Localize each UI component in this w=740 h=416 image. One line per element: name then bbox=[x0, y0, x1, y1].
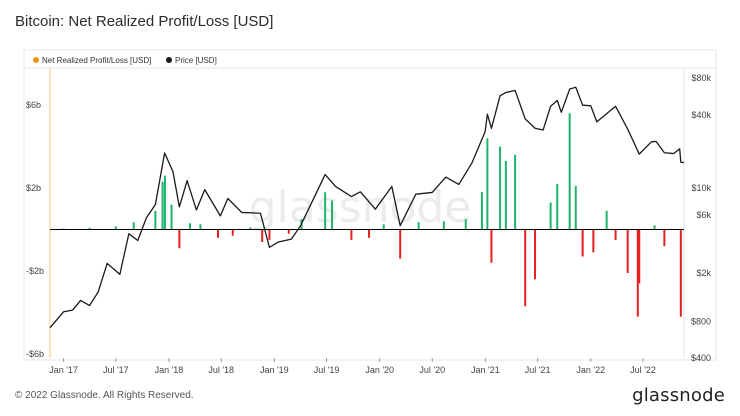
footer-copyright: © 2022 Glassnode. All Rights Reserved. bbox=[15, 390, 194, 401]
profit-bar bbox=[331, 200, 334, 230]
chart-title: Bitcoin: Net Realized Profit/Loss [USD] bbox=[15, 13, 274, 30]
loss-bar bbox=[399, 229, 402, 259]
loss-bar bbox=[614, 229, 617, 240]
x-tick-label: Jul '17 bbox=[103, 365, 129, 375]
loss-bar bbox=[679, 229, 682, 317]
plot-border bbox=[23, 49, 717, 361]
loss-bar bbox=[626, 229, 629, 274]
loss-bar bbox=[638, 229, 641, 284]
y-right-tick-label: $80k bbox=[691, 73, 711, 83]
profit-bar bbox=[62, 228, 65, 230]
x-tick-label: Jan '22 bbox=[576, 365, 605, 375]
profit-bar bbox=[514, 154, 517, 230]
profit-bar bbox=[161, 181, 164, 230]
profit-bar bbox=[486, 138, 489, 230]
profit-bar bbox=[199, 224, 202, 230]
x-axis: Jan '17 Jul '17 Jan '18 Jul '18 Jan '19 Jul '… bbox=[49, 358, 656, 375]
y-left-tick-label: -$2b bbox=[26, 266, 44, 276]
loss-bar bbox=[636, 229, 639, 317]
legend-marker-net-realized bbox=[33, 57, 39, 63]
loss-bar bbox=[287, 229, 290, 234]
y-left-axis: $6b $2b -$2b -$6b bbox=[26, 100, 44, 359]
profit-bar bbox=[163, 175, 166, 230]
profit-bar bbox=[605, 210, 608, 230]
profit-bar bbox=[499, 146, 502, 230]
x-tick-label: Jul '18 bbox=[208, 365, 234, 375]
loss-bar bbox=[231, 229, 234, 236]
profit-bar bbox=[132, 222, 135, 230]
profit-bar bbox=[88, 227, 91, 230]
legend-label-net-realized: Net Realized Profit/Loss [USD] bbox=[42, 56, 151, 65]
profit-bar bbox=[504, 161, 507, 230]
profit-bar bbox=[568, 113, 571, 230]
loss-bar bbox=[592, 229, 595, 253]
y-left-tick-label: $2b bbox=[26, 183, 41, 193]
loss-bar bbox=[490, 229, 493, 263]
x-tick-label: Jan '19 bbox=[260, 365, 289, 375]
x-tick-label: Jan '20 bbox=[365, 365, 394, 375]
profit-bar bbox=[170, 204, 173, 230]
profit-bar bbox=[189, 223, 192, 230]
profit-bar bbox=[417, 222, 420, 230]
y-right-tick-label: $40k bbox=[691, 110, 711, 120]
profit-bar bbox=[442, 221, 445, 230]
price-line bbox=[49, 86, 685, 329]
y-left-tick-label: -$6b bbox=[26, 349, 44, 359]
profit-bar bbox=[324, 192, 327, 230]
x-tick-label: Jul '20 bbox=[419, 365, 445, 375]
profit-bar bbox=[154, 210, 157, 230]
loss-bar bbox=[534, 229, 537, 280]
y-right-axis: $400 $800 $2k $6k $10k $40k $80k bbox=[691, 73, 712, 363]
profit-bar bbox=[549, 202, 552, 230]
loss-bar bbox=[261, 229, 264, 242]
watermark: glassnode bbox=[249, 182, 472, 233]
x-tick-label: Jan '21 bbox=[471, 365, 500, 375]
loss-bar bbox=[581, 229, 584, 257]
y-right-tick-label: $400 bbox=[691, 353, 711, 363]
profit-bar bbox=[382, 224, 385, 230]
profit-bar bbox=[653, 225, 656, 230]
x-tick-label: Jul '22 bbox=[630, 365, 656, 375]
profit-bar bbox=[556, 183, 559, 230]
legend: Net Realized Profit/Loss [USD] Price [US… bbox=[33, 56, 217, 65]
y-right-tick-label: $6k bbox=[696, 210, 711, 220]
profit-bar bbox=[249, 227, 252, 230]
profit-bar bbox=[574, 185, 577, 230]
loss-bar bbox=[368, 229, 371, 238]
loss-bar bbox=[663, 229, 666, 247]
x-tick-label: Jan '18 bbox=[155, 365, 184, 375]
y-right-tick-label: $800 bbox=[691, 316, 711, 326]
legend-label-price: Price [USD] bbox=[175, 56, 217, 65]
y-left-tick-label: $6b bbox=[26, 100, 41, 110]
loss-bar bbox=[217, 229, 220, 238]
net-realized-bars bbox=[62, 113, 682, 317]
y-right-tick-label: $10k bbox=[691, 183, 711, 193]
profit-bar bbox=[480, 192, 483, 230]
legend-marker-price bbox=[166, 57, 172, 63]
y-right-tick-label: $2k bbox=[696, 268, 711, 278]
footer-brand-logo: glassnode bbox=[632, 385, 725, 406]
x-tick-label: Jul '19 bbox=[314, 365, 340, 375]
loss-bar bbox=[268, 229, 271, 240]
x-tick-label: Jan '17 bbox=[49, 365, 78, 375]
profit-bar bbox=[464, 219, 467, 230]
loss-bar bbox=[524, 229, 527, 307]
x-tick-label: Jul '21 bbox=[525, 365, 551, 375]
profit-bar bbox=[114, 226, 117, 230]
loss-bar bbox=[350, 229, 353, 240]
loss-bar bbox=[178, 229, 181, 249]
